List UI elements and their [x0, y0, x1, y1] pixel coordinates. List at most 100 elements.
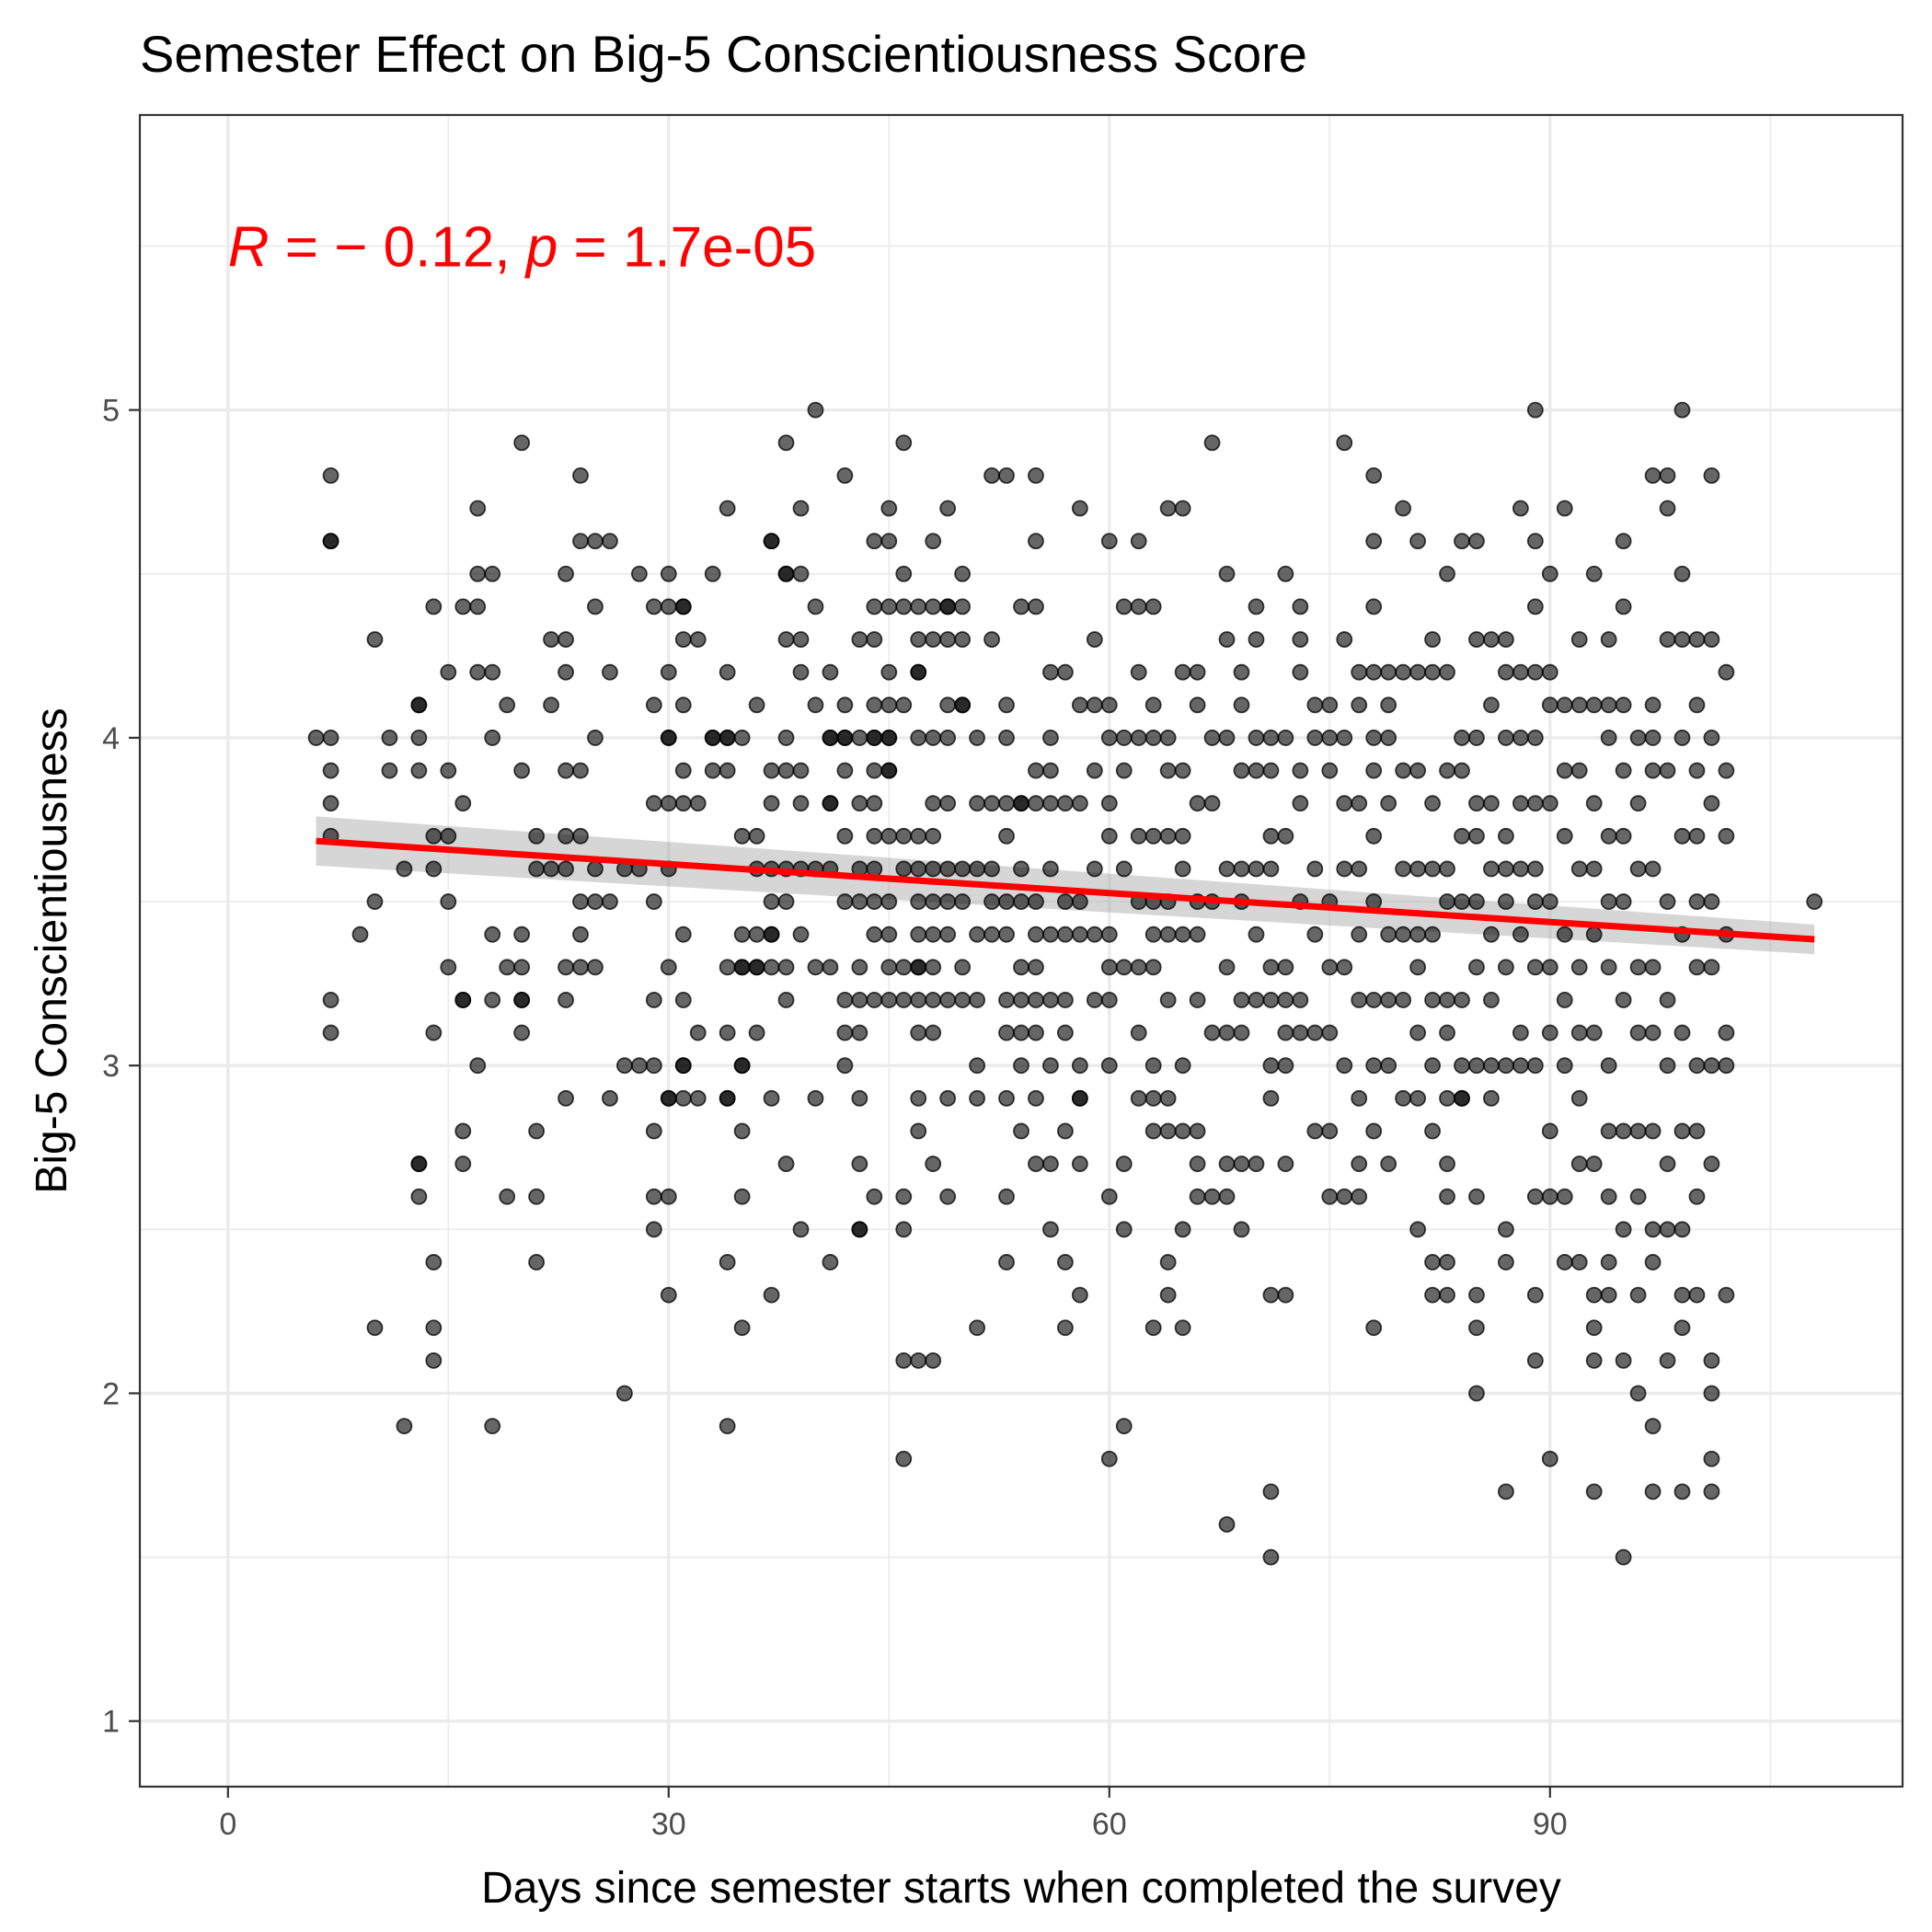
data-point: [645, 1057, 662, 1075]
data-point: [1189, 1156, 1206, 1172]
data-point: [880, 500, 898, 517]
data-point: [1673, 401, 1691, 419]
data-point: [1115, 860, 1133, 878]
data-point: [1365, 533, 1383, 550]
data-point: [513, 926, 531, 943]
data-point: [1042, 860, 1059, 878]
data-point: [1013, 1024, 1029, 1041]
data-point: [1013, 795, 1029, 812]
data-point: [983, 860, 1000, 878]
data-point: [440, 762, 457, 779]
x-axis-title: Days since semester starts when complete…: [481, 1864, 1561, 1913]
data-point: [1556, 762, 1573, 779]
data-point: [602, 893, 618, 910]
data-point: [1512, 860, 1529, 878]
data-point: [572, 827, 589, 845]
data-point: [1585, 1319, 1603, 1337]
data-point: [469, 565, 487, 582]
data-point: [1028, 598, 1044, 615]
annotation-r-symbol: R: [228, 216, 270, 280]
data-point: [1248, 926, 1265, 943]
data-point: [1409, 663, 1426, 681]
data-point: [558, 631, 574, 648]
data-point: [792, 631, 810, 648]
data-point: [1336, 1057, 1353, 1075]
data-point: [1409, 1221, 1426, 1238]
data-point: [1600, 827, 1617, 845]
data-point: [484, 730, 501, 746]
data-point: [1570, 1156, 1588, 1172]
data-point: [910, 1122, 927, 1140]
data-point: [1585, 860, 1603, 878]
data-point: [1013, 1057, 1029, 1075]
data-point: [1248, 730, 1265, 746]
data-point: [1351, 795, 1368, 812]
data-point: [1380, 696, 1397, 714]
data-point: [1174, 860, 1191, 878]
data-point: [939, 860, 957, 878]
data-point: [1218, 1516, 1236, 1533]
data-point: [1526, 860, 1544, 878]
data-point: [1673, 1122, 1691, 1140]
data-point: [1703, 795, 1720, 812]
data-point: [836, 1024, 854, 1041]
data-point: [1395, 663, 1412, 681]
data-point: [1409, 959, 1426, 976]
data-point: [1498, 1254, 1514, 1271]
data-point: [660, 959, 677, 976]
data-point: [925, 1024, 942, 1041]
data-point: [1659, 631, 1676, 648]
data-point: [1115, 959, 1133, 976]
data-point: [1468, 827, 1485, 845]
data-point: [1218, 730, 1236, 746]
data-point: [1629, 860, 1647, 878]
data-point: [792, 762, 810, 779]
data-point: [1071, 893, 1088, 910]
data-point: [748, 696, 765, 714]
data-point: [454, 598, 472, 615]
data-point: [1395, 762, 1412, 779]
data-point: [1174, 926, 1191, 943]
data-point: [1688, 631, 1706, 648]
data-point: [1512, 1057, 1529, 1075]
data-point: [1351, 663, 1368, 681]
data-point: [939, 1089, 957, 1107]
data-point: [895, 565, 913, 582]
data-point: [1233, 762, 1250, 779]
data-point: [645, 1188, 662, 1205]
data-point: [1644, 467, 1662, 484]
data-point: [616, 1057, 633, 1075]
data-point: [777, 1156, 795, 1172]
data-point: [1292, 762, 1309, 779]
data-point: [1028, 467, 1044, 484]
data-point: [1395, 992, 1412, 1008]
data-point: [1115, 598, 1133, 615]
data-point: [1189, 795, 1206, 812]
data-point: [1556, 500, 1573, 517]
data-point: [895, 1221, 913, 1238]
data-point: [763, 1286, 780, 1304]
data-point: [1028, 762, 1044, 779]
data-point: [1570, 631, 1588, 648]
chart-title: Semester Effect on Big-5 Conscientiousne…: [140, 25, 1307, 83]
data-point: [1526, 1351, 1544, 1369]
data-point: [425, 1319, 443, 1337]
data-point: [1673, 1024, 1691, 1041]
data-point: [660, 795, 677, 812]
data-point: [1688, 1286, 1706, 1304]
data-point: [880, 827, 898, 845]
data-point: [1659, 500, 1676, 517]
data-point: [1174, 1122, 1191, 1140]
data-point: [983, 926, 1000, 943]
data-point: [1028, 959, 1044, 976]
data-point: [1159, 1122, 1177, 1140]
data-point: [1541, 565, 1558, 582]
data-point: [1718, 1286, 1735, 1304]
data-point: [1071, 1089, 1088, 1107]
data-point: [719, 1254, 736, 1271]
data-point: [954, 893, 972, 910]
data-point: [322, 795, 339, 812]
data-point: [1439, 1254, 1455, 1271]
data-point: [969, 1089, 985, 1107]
data-point: [1659, 1057, 1676, 1075]
